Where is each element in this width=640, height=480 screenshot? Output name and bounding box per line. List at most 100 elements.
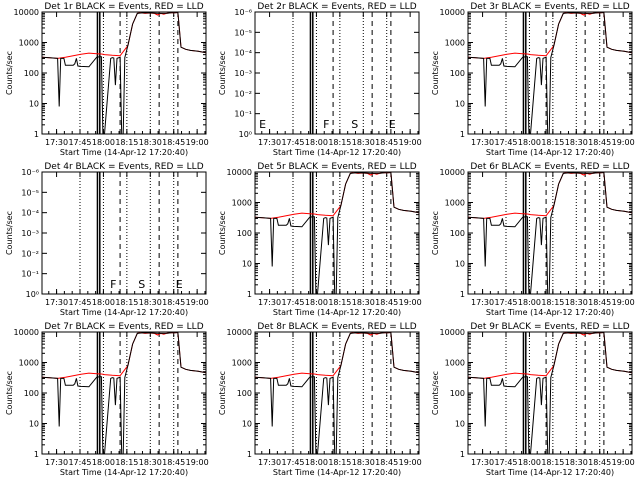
y-axis-label: Counts/sec bbox=[431, 371, 440, 415]
x-tick-label: 19:00 bbox=[612, 458, 635, 467]
y-tick-label: 1 bbox=[247, 450, 252, 459]
y-tick-label: 1000 bbox=[19, 359, 39, 368]
x-axis-label: Start Time (14-Apr-12 17:20:40) bbox=[60, 468, 188, 477]
x-tick-label: 18:00 bbox=[92, 138, 115, 147]
series-line-lld bbox=[254, 171, 420, 219]
y-tick-label: 10000 bbox=[14, 8, 39, 17]
y-tick-label: 1000 bbox=[232, 359, 252, 368]
y-tick-label: 1 bbox=[34, 130, 39, 139]
y-tick-label: 10000 bbox=[227, 328, 252, 337]
y-tick-label: 1000 bbox=[445, 359, 465, 368]
y-tick-label: 10⁻⁴ bbox=[234, 49, 252, 58]
x-tick-label: 17:30 bbox=[258, 138, 281, 147]
x-tick-label: 17:45 bbox=[494, 138, 517, 147]
series-line-events bbox=[41, 11, 207, 135]
x-tick-label: 18:30 bbox=[565, 138, 588, 147]
series-line-lld bbox=[467, 331, 633, 379]
x-tick-label: 17:45 bbox=[68, 298, 91, 307]
y-tick-label: 10000 bbox=[440, 328, 465, 337]
y-tick-label: 100 bbox=[24, 69, 39, 78]
x-tick-label: 18:00 bbox=[518, 298, 541, 307]
y-axis-label: Counts/sec bbox=[5, 51, 14, 95]
x-tick-label: 18:15 bbox=[541, 458, 564, 467]
x-tick-label: 18:30 bbox=[139, 458, 162, 467]
panel-det-6: Det 6r BLACK = Events, RED = LLD 1 10 100 10… bbox=[431, 162, 635, 317]
x-tick-label: 18:30 bbox=[565, 458, 588, 467]
x-tick-label: 17:30 bbox=[258, 458, 281, 467]
x-tick-label: 18:00 bbox=[92, 298, 115, 307]
y-tick-label: 1 bbox=[460, 130, 465, 139]
panel-title: Det 4r BLACK = Events, RED = LLD bbox=[44, 162, 203, 172]
x-tick-label: 18:00 bbox=[305, 138, 328, 147]
marker-letter: F bbox=[323, 118, 329, 131]
x-tick-label: 17:30 bbox=[45, 458, 68, 467]
y-tick-label: 10000 bbox=[440, 168, 465, 177]
y-tick-label: 1000 bbox=[445, 39, 465, 48]
y-tick-label: 10⁰ bbox=[26, 290, 39, 299]
x-tick-label: 18:00 bbox=[305, 298, 328, 307]
x-tick-label: 18:30 bbox=[565, 298, 588, 307]
marker-letter: E bbox=[389, 118, 396, 131]
x-tick-label: 17:45 bbox=[68, 458, 91, 467]
series-line-lld bbox=[467, 171, 633, 219]
panel-title: Det 7r BLACK = Events, RED = LLD bbox=[44, 322, 203, 332]
x-tick-label: 18:30 bbox=[139, 138, 162, 147]
x-tick-label: 17:30 bbox=[258, 298, 281, 307]
x-tick-label: 18:45 bbox=[588, 298, 611, 307]
x-tick-label: 18:45 bbox=[375, 458, 398, 467]
x-axis-label: Start Time (14-Apr-12 17:20:40) bbox=[273, 148, 401, 157]
y-axis-label: Counts/sec bbox=[431, 211, 440, 255]
x-tick-label: 17:45 bbox=[281, 298, 304, 307]
x-tick-label: 18:15 bbox=[328, 298, 351, 307]
plot-frame bbox=[254, 11, 420, 135]
y-axis-label: Counts/sec bbox=[5, 371, 14, 415]
y-tick-label: 100 bbox=[450, 229, 465, 238]
x-tick-label: 17:45 bbox=[281, 458, 304, 467]
y-tick-label: 10⁰ bbox=[239, 130, 252, 139]
x-axis-label: Start Time (14-Apr-12 17:20:40) bbox=[273, 468, 401, 477]
y-tick-label: 100 bbox=[24, 389, 39, 398]
y-tick-label: 1 bbox=[247, 290, 252, 299]
series-line-events bbox=[467, 171, 633, 295]
x-tick-label: 18:45 bbox=[375, 298, 398, 307]
y-tick-label: 10⁻⁶ bbox=[21, 168, 39, 177]
x-tick-label: 19:00 bbox=[186, 298, 209, 307]
x-tick-label: 18:00 bbox=[518, 138, 541, 147]
series-line-events bbox=[467, 331, 633, 455]
series-line-events bbox=[254, 171, 420, 295]
x-axis-label: Start Time (14-Apr-12 17:20:40) bbox=[486, 468, 614, 477]
y-tick-label: 10⁻¹ bbox=[21, 270, 39, 279]
x-tick-label: 18:45 bbox=[162, 298, 185, 307]
y-tick-label: 100 bbox=[237, 229, 252, 238]
x-tick-label: 18:00 bbox=[92, 458, 115, 467]
y-tick-label: 10⁻⁵ bbox=[21, 188, 39, 197]
x-tick-label: 18:15 bbox=[541, 298, 564, 307]
x-tick-label: 19:00 bbox=[399, 138, 422, 147]
series-line-events bbox=[41, 331, 207, 455]
x-tick-label: 17:45 bbox=[494, 458, 517, 467]
y-tick-label: 10⁻¹ bbox=[234, 110, 252, 119]
panel-det-8: Det 8r BLACK = Events, RED = LLD 1 10 100 10… bbox=[218, 322, 422, 477]
y-tick-label: 10⁻⁵ bbox=[234, 28, 252, 37]
plot-frame bbox=[41, 171, 207, 295]
x-axis-label: Start Time (14-Apr-12 17:20:40) bbox=[60, 148, 188, 157]
x-tick-label: 18:15 bbox=[541, 138, 564, 147]
panel-det-4: Det 4r BLACK = Events, RED = LLD 10⁰ 10⁻¹ 1… bbox=[5, 162, 209, 317]
x-tick-label: 17:45 bbox=[68, 138, 91, 147]
y-tick-label: 100 bbox=[450, 69, 465, 78]
panel-title: Det 5r BLACK = Events, RED = LLD bbox=[257, 162, 416, 172]
panel-det-1: Det 1r BLACK = Events, RED = LLD 1 10 100 10… bbox=[5, 2, 209, 157]
y-axis-label: Counts/sec bbox=[218, 211, 227, 255]
x-tick-label: 18:30 bbox=[139, 298, 162, 307]
marker-letter: E bbox=[176, 278, 183, 291]
panel-title: Det 9r BLACK = Events, RED = LLD bbox=[470, 322, 629, 332]
marker-letter: E bbox=[259, 118, 266, 131]
x-tick-label: 18:00 bbox=[305, 458, 328, 467]
x-tick-label: 19:00 bbox=[399, 458, 422, 467]
series-line-events bbox=[254, 331, 420, 455]
x-tick-label: 18:45 bbox=[162, 458, 185, 467]
y-tick-label: 1000 bbox=[232, 199, 252, 208]
x-tick-label: 18:30 bbox=[352, 298, 375, 307]
y-tick-label: 10⁻⁶ bbox=[234, 8, 252, 17]
